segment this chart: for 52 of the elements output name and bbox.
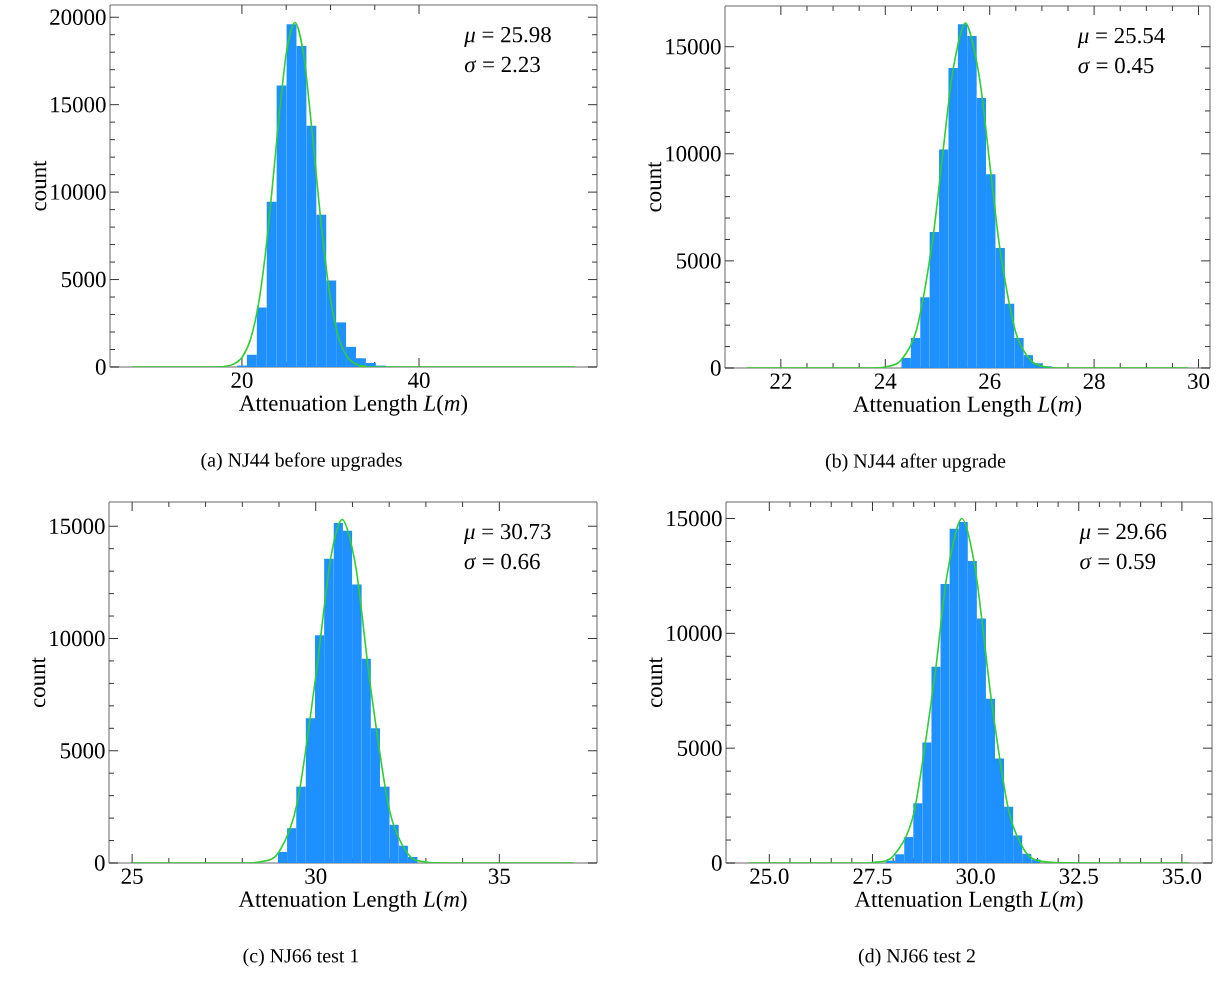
y-tick-label: 10000 xyxy=(51,184,106,200)
x-tick-label: 25.0 xyxy=(750,868,789,885)
text: (d) NJ66 test 2 xyxy=(858,948,975,967)
y-tick-label: 20000 xyxy=(50,9,106,25)
annotation: μ = 25.98 xyxy=(464,26,551,48)
annotation: σ = 0.66 xyxy=(464,553,540,570)
y-axis-title: count xyxy=(649,657,663,708)
x-tick-label: 32.5 xyxy=(1059,868,1098,885)
annotation: μ = 30.73 xyxy=(463,523,551,544)
y-axis-title: count xyxy=(33,160,47,211)
x-tick-label: 40 xyxy=(408,372,430,388)
annotation: μ = 29.66 xyxy=(1079,523,1167,544)
y-tick-label: 0 xyxy=(94,855,105,871)
text: (b) NJ44 after upgrade xyxy=(825,453,1006,472)
y-tick-label: 10000 xyxy=(666,146,721,162)
x-tick-label: 24 xyxy=(874,373,897,389)
y-tick-label: 0 xyxy=(710,360,721,376)
y-tick-label: 5000 xyxy=(677,740,722,756)
y-tick-label: 5000 xyxy=(676,253,721,269)
y-tick-label: 5000 xyxy=(60,743,105,759)
y-tick-label: 0 xyxy=(95,359,106,375)
x-tick-label: 28 xyxy=(1083,373,1105,389)
x-tick-label: 30 xyxy=(305,868,327,884)
annotation: σ = 0.45 xyxy=(1078,57,1154,74)
y-tick-label: 0 xyxy=(711,855,722,871)
x-axis-title: Attenuation Length L(m) xyxy=(238,890,467,912)
x-tick-label: 20 xyxy=(231,372,253,388)
x-tick-label: 35.0 xyxy=(1162,868,1202,885)
y-tick-label: 15000 xyxy=(51,96,106,113)
annotation: σ = 0.59 xyxy=(1080,553,1156,570)
x-tick-label: 27.5 xyxy=(853,868,892,885)
x-axis-title: Attenuation Length L(m) xyxy=(853,395,1082,417)
y-tick-label: 15000 xyxy=(666,38,721,55)
x-axis-title: Attenuation Length L(m) xyxy=(854,890,1083,912)
y-tick-label: 10000 xyxy=(667,625,722,642)
text: (a) NJ44 before upgrades xyxy=(201,452,402,471)
x-tick-label: 22 xyxy=(770,373,792,389)
y-tick-label: 15000 xyxy=(667,510,722,527)
y-tick-label: 15000 xyxy=(50,518,105,534)
y-tick-label: 5000 xyxy=(61,271,106,288)
x-tick-label: 30.0 xyxy=(956,868,995,885)
annotation: σ = 2.23 xyxy=(464,56,540,73)
x-tick-label: 30 xyxy=(1188,373,1210,389)
text: (c) NJ66 test 1 xyxy=(243,948,359,967)
x-tick-label: 26 xyxy=(979,373,1001,389)
y-axis-title: count xyxy=(648,161,662,212)
x-axis-title: Attenuation Length L(m) xyxy=(239,394,468,416)
y-axis-title: count xyxy=(32,657,46,708)
x-tick-label: 25 xyxy=(121,868,143,884)
y-tick-label: 10000 xyxy=(50,630,105,647)
x-tick-label: 35 xyxy=(488,868,510,884)
annotation: μ = 25.54 xyxy=(1077,27,1165,48)
